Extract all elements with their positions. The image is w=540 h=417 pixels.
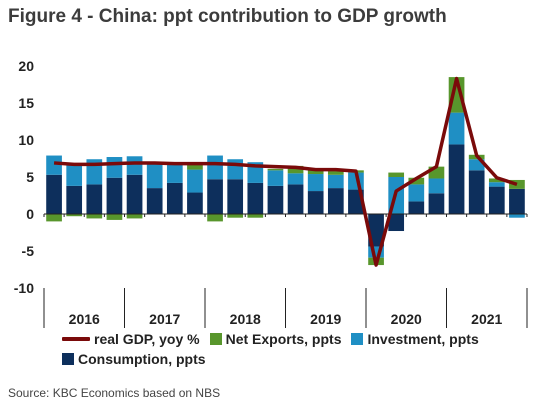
bar-net-exports (227, 214, 244, 218)
bar-consumption (126, 174, 143, 214)
bar-investment (66, 163, 83, 186)
bar-net-exports (86, 214, 103, 219)
legend-swatch-net-exports (209, 333, 222, 345)
y-axis: -10 -5 0 5 10 15 20 (14, 58, 34, 296)
bar-investment (187, 169, 203, 193)
bar-investment (207, 155, 223, 180)
legend-item-net-exports: Net Exports, ppts (209, 331, 342, 347)
bar-investment (227, 159, 244, 180)
bar-consumption (166, 182, 183, 214)
legend-swatch-investment (351, 333, 364, 345)
x-year-label: 2017 (149, 311, 180, 327)
y-tick-label: 15 (18, 95, 34, 111)
bar-net-exports (267, 168, 284, 171)
bar-investment (46, 155, 62, 175)
y-tick-label: 20 (18, 58, 34, 74)
legend-swatch-consumption (62, 353, 74, 365)
x-year-label: 2021 (471, 311, 502, 327)
legend-label-gdp: real GDP, yoy % (94, 331, 200, 347)
y-tick-label: -10 (14, 280, 34, 296)
bar-net-exports (327, 171, 344, 175)
legend-label-investment: Investment, ppts (367, 331, 479, 347)
y-tick-label: 10 (18, 132, 34, 148)
bar-consumption (207, 179, 223, 214)
bar-investment (166, 162, 183, 183)
bar-consumption (247, 182, 264, 214)
legend-item-gdp: real GDP, yoy % (62, 331, 200, 347)
bar-consumption (106, 177, 123, 214)
bar-net-exports (287, 165, 304, 174)
bar-net-exports (126, 214, 143, 219)
gdp-line-group (53, 76, 518, 267)
bar-net-exports (207, 214, 223, 222)
bar-investment (307, 174, 324, 192)
bar-net-exports (187, 163, 203, 170)
bar-investment (428, 178, 445, 194)
bar-consumption (408, 201, 425, 214)
bar-consumption (287, 184, 304, 214)
bar-net-exports (509, 179, 525, 189)
bar-investment (267, 170, 284, 186)
bar-investment (448, 112, 465, 145)
bar-consumption (327, 188, 344, 214)
x-year-label: 2019 (310, 311, 341, 327)
bar-net-exports (66, 214, 83, 217)
bar-consumption (509, 188, 525, 214)
legend: real GDP, yoy % Net Exports, ppts Invest… (62, 331, 532, 367)
bar-consumption (428, 193, 445, 214)
bar-investment (488, 182, 505, 187)
legend-label-net-exports: Net Exports, ppts (225, 331, 342, 347)
bar-investment (146, 163, 163, 189)
bar-consumption (448, 144, 465, 214)
bar-consumption (267, 185, 284, 214)
x-year-label: 2016 (69, 311, 100, 327)
bar-investment (509, 214, 525, 218)
bar-consumption (66, 185, 83, 214)
bar-investment (327, 174, 344, 189)
bar-investment (468, 159, 485, 171)
bar-net-exports (106, 214, 123, 220)
bar-investment (106, 157, 123, 178)
bar-consumption (227, 179, 244, 214)
bar-net-exports (408, 177, 425, 185)
bar-net-exports (46, 214, 62, 222)
chart-title: Figure 4 - China: ppt contribution to GD… (8, 6, 447, 27)
source-note: Source: KBC Economics based on NBS (8, 386, 221, 400)
bar-consumption (468, 170, 485, 214)
legend-item-investment: Investment, ppts (351, 331, 479, 347)
bar-net-exports (448, 77, 465, 113)
legend-swatch-gdp (62, 337, 90, 341)
bar-investment (287, 173, 304, 185)
legend-item-consumption: Consumption, ppts (62, 351, 206, 367)
bar-consumption (86, 184, 103, 214)
x-axis: 2016 2017 2018 2019 2020 2021 (43, 213, 528, 328)
bar-consumption (307, 191, 324, 214)
bar-consumption (488, 186, 505, 214)
y-tick-label: 0 (26, 206, 34, 222)
gdp-contribution-chart: -10 -5 0 5 10 15 20 2016 2017 2018 2019 2020 2021 (14, 58, 528, 328)
bar-investment (126, 156, 143, 175)
gdp-line (53, 76, 518, 267)
x-year-label: 2020 (391, 311, 422, 327)
y-tick-label: 5 (26, 169, 34, 185)
y-tick-label: -5 (22, 243, 35, 259)
legend-label-consumption: Consumption, ppts (78, 351, 206, 367)
bar-consumption (146, 188, 163, 214)
bar-investment (368, 246, 384, 258)
bar-net-exports (247, 214, 264, 218)
bar-consumption (46, 174, 62, 214)
bar-net-exports (388, 172, 405, 177)
bar-net-exports (488, 178, 505, 183)
bar-consumption (388, 214, 405, 232)
bars-group (46, 77, 525, 266)
bar-investment (408, 184, 425, 202)
bar-consumption (187, 192, 203, 214)
x-year-label: 2018 (230, 311, 261, 327)
bar-net-exports (428, 166, 445, 179)
